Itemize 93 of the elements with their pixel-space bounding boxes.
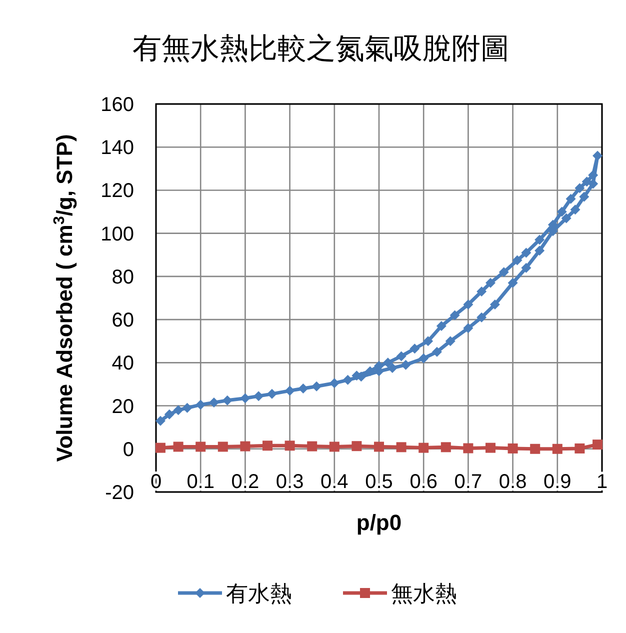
point bbox=[552, 444, 562, 454]
point bbox=[329, 442, 340, 452]
point bbox=[396, 351, 406, 362]
point bbox=[262, 440, 272, 451]
point bbox=[418, 353, 429, 364]
point bbox=[440, 442, 451, 452]
point bbox=[155, 442, 166, 453]
point bbox=[352, 441, 362, 452]
point bbox=[196, 442, 206, 452]
x-tick-label: 0.7 bbox=[454, 471, 482, 493]
point bbox=[476, 286, 487, 297]
point bbox=[512, 255, 522, 266]
point bbox=[561, 213, 572, 224]
x-tick-label: 0.1 bbox=[186, 471, 215, 493]
point bbox=[208, 398, 219, 408]
point bbox=[463, 323, 474, 334]
point bbox=[196, 400, 206, 410]
point bbox=[164, 409, 174, 420]
point bbox=[508, 443, 518, 454]
point bbox=[222, 395, 232, 406]
x-axis-title: p/p0 bbox=[356, 510, 402, 535]
y-tick-label: -20 bbox=[105, 482, 134, 504]
y-tick-label: 80 bbox=[112, 266, 134, 288]
x-tick-label: 0.8 bbox=[498, 471, 527, 493]
x-tick-label: 0.6 bbox=[410, 471, 438, 493]
point bbox=[450, 310, 460, 320]
point bbox=[534, 234, 545, 245]
point bbox=[592, 440, 603, 450]
point bbox=[240, 393, 250, 404]
y-tick-label: 160 bbox=[100, 94, 134, 116]
point bbox=[173, 442, 184, 452]
point bbox=[556, 206, 567, 217]
y-tick-label: 40 bbox=[112, 352, 134, 375]
y-tick-label: 100 bbox=[100, 223, 134, 246]
chart-title: 有無水熱比較之氮氣吸脫附圖 bbox=[132, 33, 510, 65]
point bbox=[490, 299, 500, 310]
point bbox=[312, 381, 322, 392]
point bbox=[410, 344, 420, 354]
point bbox=[329, 378, 340, 388]
point bbox=[254, 391, 264, 402]
point bbox=[432, 346, 442, 357]
y-tick-label: 0 bbox=[122, 438, 134, 461]
y-tick-label: 20 bbox=[112, 396, 134, 418]
point bbox=[423, 336, 434, 346]
point bbox=[521, 262, 532, 273]
point bbox=[387, 363, 398, 374]
point bbox=[365, 366, 376, 376]
point bbox=[508, 278, 518, 288]
point bbox=[342, 374, 353, 385]
point bbox=[463, 299, 474, 310]
point bbox=[307, 441, 318, 452]
point bbox=[155, 416, 166, 426]
point bbox=[418, 442, 429, 453]
legend-label: 有水熱 bbox=[226, 581, 292, 606]
point bbox=[400, 360, 411, 370]
point bbox=[534, 246, 545, 256]
point bbox=[382, 358, 393, 368]
point bbox=[574, 183, 585, 194]
point bbox=[486, 442, 496, 453]
point bbox=[592, 150, 603, 161]
point bbox=[182, 402, 192, 413]
y-tick-label: 120 bbox=[100, 180, 134, 202]
x-tick-label: 0.4 bbox=[320, 471, 348, 493]
x-tick-label: 0.3 bbox=[276, 471, 304, 493]
y-tick-label: 140 bbox=[100, 137, 134, 160]
point bbox=[396, 442, 406, 452]
point bbox=[579, 192, 590, 202]
point bbox=[582, 176, 592, 187]
point bbox=[476, 312, 487, 322]
point bbox=[374, 442, 384, 452]
point bbox=[486, 278, 496, 288]
point bbox=[218, 442, 228, 452]
point bbox=[588, 170, 598, 180]
point bbox=[436, 321, 446, 332]
point bbox=[530, 444, 540, 454]
point bbox=[574, 443, 585, 454]
point bbox=[173, 405, 184, 416]
point bbox=[284, 440, 295, 451]
x-tick-label: 0.5 bbox=[365, 471, 393, 493]
point bbox=[566, 194, 576, 204]
x-tick-label: 0.2 bbox=[231, 471, 260, 493]
y-tick-label: 60 bbox=[112, 310, 134, 332]
legend-label: 無水熱 bbox=[391, 581, 457, 606]
point bbox=[463, 443, 474, 454]
point bbox=[570, 204, 580, 215]
point bbox=[266, 388, 277, 399]
x-tick-label: 0.9 bbox=[543, 471, 572, 493]
point bbox=[298, 384, 308, 394]
point bbox=[445, 336, 456, 346]
point bbox=[498, 267, 509, 278]
point bbox=[240, 441, 250, 452]
point bbox=[284, 386, 295, 396]
point bbox=[521, 248, 532, 258]
